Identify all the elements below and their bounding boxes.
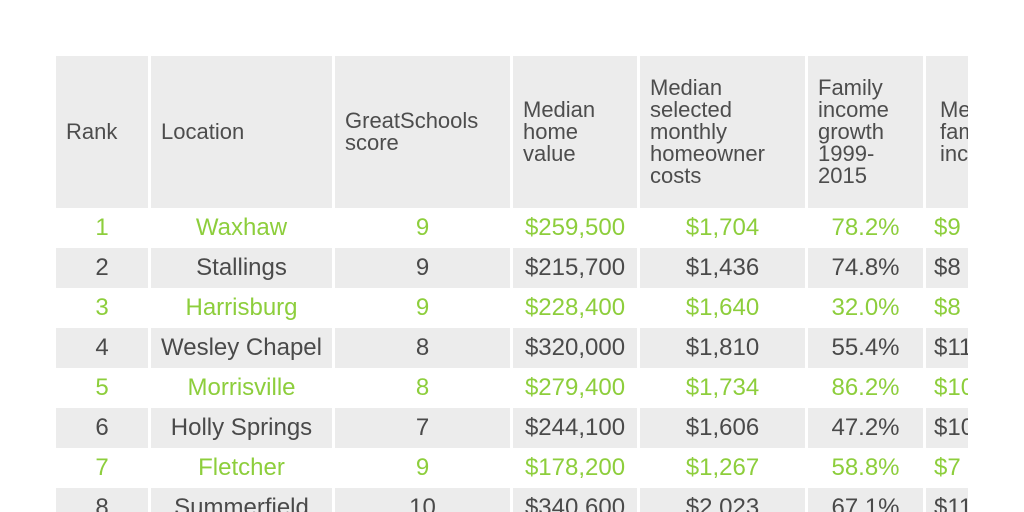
cell-income-growth: 47.2% [805, 408, 923, 448]
cell-location: Fletcher [148, 448, 332, 488]
cell-family-income: $11 [923, 488, 968, 512]
cell-income-growth: 67.1% [805, 488, 923, 512]
cell-location: Stallings [148, 248, 332, 288]
cell-family-income: $10 [923, 368, 968, 408]
column-header-income-growth: Family income growth 1999-2015 [805, 56, 923, 208]
cell-location: Waxhaw [148, 208, 332, 248]
cell-income-growth: 78.2% [805, 208, 923, 248]
cell-income-growth: 74.8% [805, 248, 923, 288]
cell-rank: 1 [56, 208, 148, 248]
cell-home-value: $215,700 [510, 248, 637, 288]
column-header-monthly-costs: Median selected monthly homeowner costs [637, 56, 805, 208]
cell-score: 7 [332, 408, 510, 448]
cell-family-income: $11 [923, 328, 968, 368]
table-row: 4 Wesley Chapel 8 $320,000 $1,810 55.4% … [56, 328, 968, 368]
cell-score: 9 [332, 248, 510, 288]
table-clip-container: Rank Location GreatSchools score Median … [56, 56, 968, 512]
cell-home-value: $244,100 [510, 408, 637, 448]
cell-monthly-costs: $1,640 [637, 288, 805, 328]
cell-family-income: $8 [923, 288, 968, 328]
cell-home-value: $279,400 [510, 368, 637, 408]
cell-income-growth: 55.4% [805, 328, 923, 368]
cell-score: 9 [332, 288, 510, 328]
column-header-family-income: Median family income [923, 56, 968, 208]
cell-rank: 4 [56, 328, 148, 368]
cell-rank: 7 [56, 448, 148, 488]
cell-monthly-costs: $1,606 [637, 408, 805, 448]
cell-family-income: $7 [923, 448, 968, 488]
table-row: 6 Holly Springs 7 $244,100 $1,606 47.2% … [56, 408, 968, 448]
cell-rank: 5 [56, 368, 148, 408]
table-row: 2 Stallings 9 $215,700 $1,436 74.8% $8 [56, 248, 968, 288]
cell-location: Holly Springs [148, 408, 332, 448]
cell-monthly-costs: $2,023 [637, 488, 805, 512]
cell-home-value: $259,500 [510, 208, 637, 248]
cell-location: Summerfield [148, 488, 332, 512]
cell-rank: 3 [56, 288, 148, 328]
table-row: 8 Summerfield 10 $340,600 $2,023 67.1% $… [56, 488, 968, 512]
column-header-location: Location [148, 56, 332, 208]
cell-score: 8 [332, 368, 510, 408]
cell-monthly-costs: $1,810 [637, 328, 805, 368]
cell-family-income: $10 [923, 408, 968, 448]
cell-home-value: $178,200 [510, 448, 637, 488]
cell-score: 10 [332, 488, 510, 512]
table-row: 1 Waxhaw 9 $259,500 $1,704 78.2% $9 [56, 208, 968, 248]
column-header-home-value: Median home value [510, 56, 637, 208]
cell-home-value: $340,600 [510, 488, 637, 512]
cell-score: 9 [332, 208, 510, 248]
cell-rank: 6 [56, 408, 148, 448]
cell-income-growth: 86.2% [805, 368, 923, 408]
cell-score: 9 [332, 448, 510, 488]
table-row: 3 Harrisburg 9 $228,400 $1,640 32.0% $8 [56, 288, 968, 328]
cell-home-value: $320,000 [510, 328, 637, 368]
cell-family-income: $8 [923, 248, 968, 288]
rankings-table: Rank Location GreatSchools score Median … [56, 56, 968, 512]
cell-home-value: $228,400 [510, 288, 637, 328]
column-header-score: GreatSchools score [332, 56, 510, 208]
cell-family-income: $9 [923, 208, 968, 248]
cell-income-growth: 58.8% [805, 448, 923, 488]
header-row: Rank Location GreatSchools score Median … [56, 56, 968, 208]
table-row: 5 Morrisville 8 $279,400 $1,734 86.2% $1… [56, 368, 968, 408]
cell-monthly-costs: $1,436 [637, 248, 805, 288]
cell-location: Morrisville [148, 368, 332, 408]
table-row: 7 Fletcher 9 $178,200 $1,267 58.8% $7 [56, 448, 968, 488]
cell-location: Wesley Chapel [148, 328, 332, 368]
cell-rank: 2 [56, 248, 148, 288]
cell-monthly-costs: $1,704 [637, 208, 805, 248]
cell-monthly-costs: $1,734 [637, 368, 805, 408]
cell-rank: 8 [56, 488, 148, 512]
column-header-rank: Rank [56, 56, 148, 208]
cell-location: Harrisburg [148, 288, 332, 328]
cell-score: 8 [332, 328, 510, 368]
cell-income-growth: 32.0% [805, 288, 923, 328]
cell-monthly-costs: $1,267 [637, 448, 805, 488]
